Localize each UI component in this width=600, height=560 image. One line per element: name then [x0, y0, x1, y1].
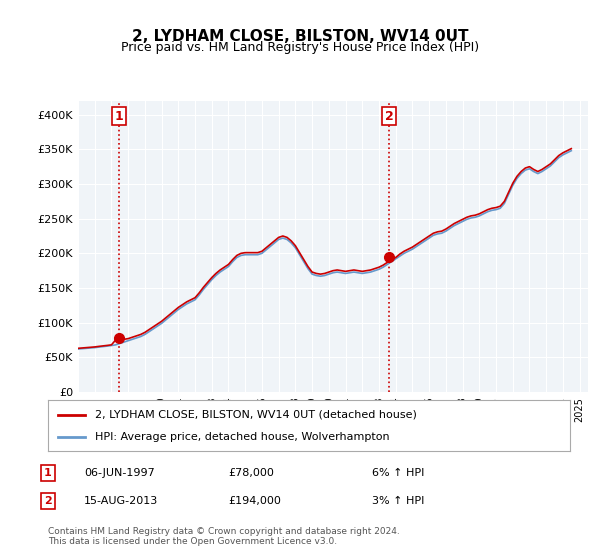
Text: Contains HM Land Registry data © Crown copyright and database right 2024.
This d: Contains HM Land Registry data © Crown c… [48, 526, 400, 546]
Text: 1: 1 [44, 468, 52, 478]
Text: £78,000: £78,000 [228, 468, 274, 478]
Text: 2: 2 [385, 110, 394, 123]
Text: Price paid vs. HM Land Registry's House Price Index (HPI): Price paid vs. HM Land Registry's House … [121, 41, 479, 54]
Text: 3% ↑ HPI: 3% ↑ HPI [372, 496, 424, 506]
Text: 1: 1 [115, 110, 123, 123]
Text: 15-AUG-2013: 15-AUG-2013 [84, 496, 158, 506]
Text: 2, LYDHAM CLOSE, BILSTON, WV14 0UT: 2, LYDHAM CLOSE, BILSTON, WV14 0UT [132, 29, 468, 44]
Text: 2: 2 [44, 496, 52, 506]
Text: 2, LYDHAM CLOSE, BILSTON, WV14 0UT (detached house): 2, LYDHAM CLOSE, BILSTON, WV14 0UT (deta… [95, 409, 417, 419]
Text: 6% ↑ HPI: 6% ↑ HPI [372, 468, 424, 478]
Text: £194,000: £194,000 [228, 496, 281, 506]
Text: 06-JUN-1997: 06-JUN-1997 [84, 468, 155, 478]
Text: HPI: Average price, detached house, Wolverhampton: HPI: Average price, detached house, Wolv… [95, 432, 389, 442]
